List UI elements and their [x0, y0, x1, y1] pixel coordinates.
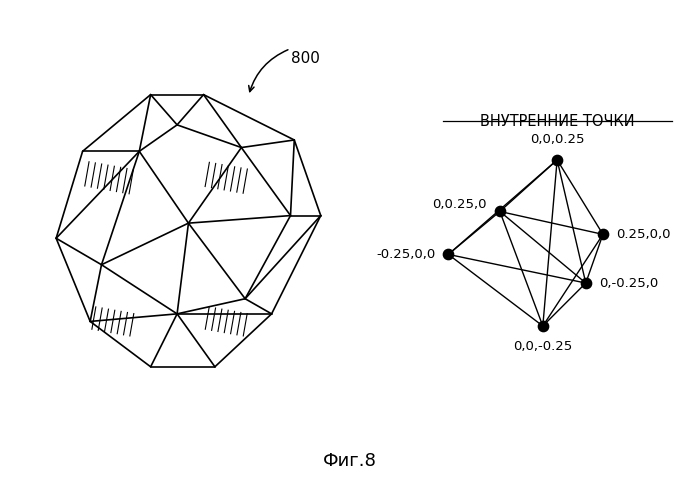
Text: 0.25,0,0: 0.25,0,0	[616, 228, 671, 241]
Text: Фиг.8: Фиг.8	[323, 452, 377, 470]
Point	[494, 208, 505, 215]
Text: 800: 800	[290, 51, 319, 66]
Text: ВНУТРЕННИЕ ТОЧКИ: ВНУТРЕННИЕ ТОЧКИ	[480, 114, 634, 129]
Point	[442, 251, 454, 258]
Text: 0,0,0.25: 0,0,0.25	[530, 133, 584, 146]
Text: 0,0,-0.25: 0,0,-0.25	[513, 340, 573, 353]
Text: 0,0.25,0: 0,0.25,0	[433, 198, 487, 211]
Text: -0.25,0,0: -0.25,0,0	[376, 248, 435, 261]
Text: 0,-0.25,0: 0,-0.25,0	[598, 277, 658, 290]
Point	[580, 279, 592, 287]
Point	[537, 322, 548, 330]
Point	[597, 230, 608, 238]
Point	[552, 156, 563, 164]
